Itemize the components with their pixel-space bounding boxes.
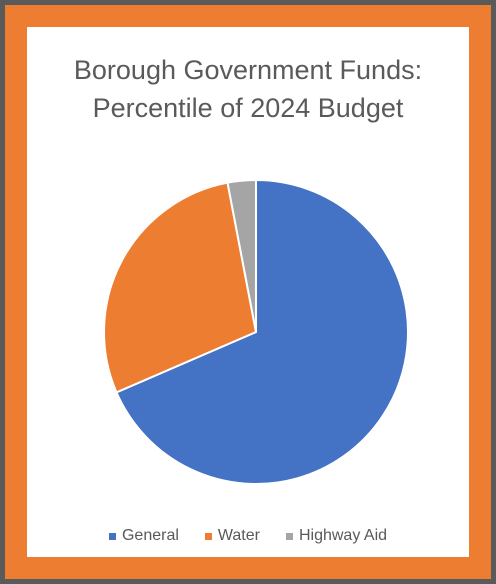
legend-swatch-general [108,532,116,540]
pie-slice-water [103,181,258,394]
legend-item-water: Water [204,527,260,545]
legend-swatch-water [204,532,212,540]
pie-slice-highway-aid [226,178,257,333]
legend-swatch-highway-aid [285,532,293,540]
legend-item-general: General [108,527,179,545]
legend-label-water: Water [217,527,260,544]
chart-legend: General Water Highway Aid [27,527,469,545]
chart-panel: Borough Government Funds: Percentile of … [27,27,469,557]
orange-border: Borough Government Funds: Percentile of … [5,5,491,579]
pie-slice-general [115,178,409,485]
chart-title-line-2: Percentile of 2024 Budget [92,93,404,123]
pie-chart [103,178,409,485]
legend-item-highway-aid: Highway Aid [285,527,388,545]
legend-label-general: General [121,527,179,544]
legend-label-highway-aid: Highway Aid [298,527,388,544]
chart-title-line-1: Borough Government Funds: [73,55,423,85]
chart-title: Borough Government Funds: Percentile of … [27,51,469,127]
